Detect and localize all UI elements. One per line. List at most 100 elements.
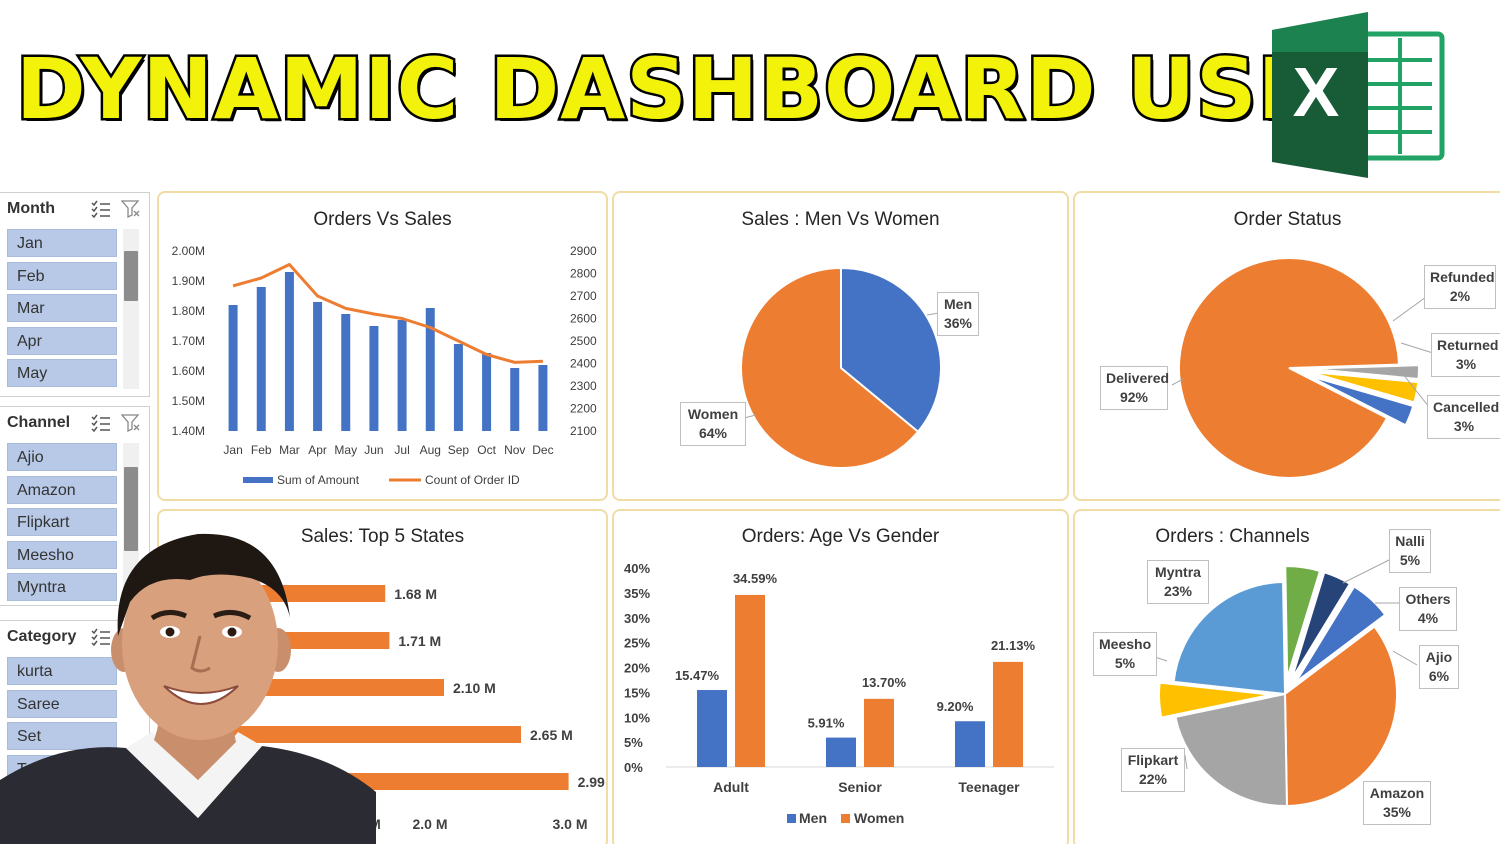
- leader-line-women: [743, 414, 757, 419]
- leader-line-flipkart: [1184, 754, 1188, 770]
- y-left-tick-label: 2.00M: [172, 244, 205, 258]
- multi-select-icon[interactable]: [89, 197, 113, 221]
- bar-men-senior: [826, 737, 856, 767]
- bar-data-label-5: 2.99 M: [578, 774, 606, 790]
- y-left-tick-label: 1.60M: [172, 364, 205, 378]
- slicer-item-mar[interactable]: Mar: [7, 294, 117, 322]
- pie-label-amazon-name: Amazon: [1369, 785, 1425, 801]
- pie-label-amazon-pct: 35%: [1382, 804, 1412, 820]
- age-vs-gender-chart: 0% 5% 10% 15% 20% 25% 30% 35% 40% 15.47% 34.59% Adu…: [624, 561, 1054, 826]
- men-vs-women-panel: Sales : Men Vs Women Men 36% Women 64%: [612, 191, 1069, 501]
- legend-swatch-sum-of-amount: [243, 477, 273, 483]
- x-tick-label: Apr: [308, 443, 327, 457]
- channel-slicer-scrollbar[interactable]: [123, 443, 139, 603]
- clear-filter-icon[interactable]: [119, 197, 143, 221]
- data-label-women-adult: 34.59%: [733, 571, 778, 586]
- pie-label-men-name: Men: [944, 296, 972, 312]
- slicer-item-may[interactable]: May: [7, 359, 117, 387]
- y-right-tick-label: 2500: [570, 334, 597, 348]
- pie-label-nalli-name: Nalli: [1395, 533, 1425, 549]
- y-right-tick-label: 2400: [570, 357, 597, 371]
- pie-label-nalli: Nalli 5%: [1389, 529, 1431, 573]
- y-right-tick-label: 2800: [570, 267, 597, 281]
- leader-line-refunded: [1392, 296, 1427, 322]
- bar-data-label-2: 1.71 M: [398, 633, 441, 649]
- slicer-item-apr[interactable]: Apr: [7, 326, 117, 355]
- bar-sum-of-amount-sep: [453, 344, 463, 431]
- clear-filter-icon[interactable]: [119, 411, 143, 435]
- pie-label-nalli-pct: 5%: [1399, 552, 1421, 568]
- pie-label-refunded: Refunded 2%: [1424, 265, 1496, 309]
- x-tick-label: May: [334, 443, 357, 457]
- pie-label-delivered-name: Delivered: [1106, 370, 1170, 386]
- presenter-eyebrow-right: [212, 610, 252, 621]
- channels-title: Orders : Channels: [1155, 526, 1310, 547]
- legend-label-count-of-order-id: Count of Order ID: [425, 473, 520, 487]
- slicer-item-kurta[interactable]: kurta: [7, 657, 117, 685]
- slicer-item-amazon[interactable]: Amazon: [7, 475, 117, 504]
- x-tick-label: Nov: [504, 443, 525, 457]
- order-status-title: Order Status: [1233, 209, 1342, 230]
- channel-slicer-scroll-thumb[interactable]: [124, 467, 138, 551]
- presenter-face: [122, 548, 278, 740]
- pie-label-cancelled-pct: 3%: [1453, 418, 1475, 434]
- x-tick-label: 2.0 M: [412, 816, 447, 832]
- pie-slice-refunded: [1308, 364, 1420, 381]
- data-label-men-adult: 15.47%: [675, 668, 720, 683]
- slicer-item-feb[interactable]: Feb: [7, 261, 117, 290]
- order-status-chart: [1171, 257, 1434, 479]
- pie-label-men-pct: 36%: [943, 315, 973, 331]
- pie-slice-amazon: [1283, 625, 1398, 808]
- x-tick-label: Adult: [713, 779, 749, 795]
- slicer-item-meesho[interactable]: Meesho: [7, 540, 117, 569]
- y-right-tick-label: 2200: [570, 402, 597, 416]
- x-tick-label: Mar: [279, 443, 300, 457]
- orders-vs-sales-title: Orders Vs Sales: [313, 209, 452, 230]
- pie-label-delivered: Delivered 92%: [1100, 366, 1170, 410]
- multi-select-icon[interactable]: [89, 411, 113, 435]
- pie-label-returned: Returned 3%: [1431, 333, 1500, 377]
- month-slicer-scroll-thumb[interactable]: [124, 251, 138, 301]
- leader-line-delivered: [1171, 378, 1184, 386]
- slicer-item-jan[interactable]: Jan: [7, 229, 117, 257]
- presenter-shirt: [126, 732, 262, 818]
- month-slicer: Month Jan Feb Mar Apr May: [0, 192, 150, 397]
- x-tick-label: Sep: [448, 443, 470, 457]
- legend-label-women: Women: [854, 810, 904, 826]
- bar-sum-of-amount-jul: [397, 320, 407, 431]
- presenter-photo: [0, 533, 376, 844]
- multi-select-icon[interactable]: [89, 625, 113, 649]
- dashboard-title: DYNAMIC DASHBOARD USING: [14, 40, 1433, 138]
- y-tick-label: 10%: [624, 710, 650, 725]
- y-tick-label: 15%: [624, 685, 650, 700]
- slicer-item-ajio[interactable]: Ajio: [7, 443, 117, 471]
- x-tick-label: 3.0 M: [552, 816, 587, 832]
- pie-label-returned-pct: 3%: [1455, 356, 1477, 372]
- bar-data-label-1: 1.68 M: [394, 586, 437, 602]
- bar-sum-of-amount-apr: [313, 302, 323, 431]
- channels-panel: Orders : Channels Nalli 5% Myntra 23% Ot…: [1073, 509, 1500, 844]
- leader-line-cancelled: [1398, 368, 1430, 408]
- slicer-item-myntra[interactable]: Myntra: [7, 573, 117, 601]
- slicer-item-saree[interactable]: Saree: [7, 689, 117, 718]
- legend-label-sum-of-amount: Sum of Amount: [277, 473, 360, 487]
- pie-label-delivered-pct: 92%: [1119, 389, 1149, 405]
- pie-label-others-name: Others: [1405, 591, 1451, 607]
- y-tick-label: 20%: [624, 661, 650, 676]
- excel-logo-letter: X: [1293, 53, 1340, 131]
- month-slicer-scrollbar[interactable]: [123, 229, 139, 389]
- pie-label-meesho-pct: 5%: [1114, 655, 1136, 671]
- pie-label-amazon: Amazon 35%: [1363, 781, 1431, 825]
- pie-label-cancelled: Cancelled 3%: [1427, 395, 1500, 439]
- top-states-title: Sales: Top 5 States: [300, 526, 465, 547]
- pie-label-ajio-pct: 6%: [1428, 668, 1450, 684]
- pie-label-flipkart-name: Flipkart: [1127, 752, 1179, 768]
- pie-label-meesho: Meesho 5%: [1093, 632, 1157, 676]
- pie-slice-myntra: [1172, 580, 1287, 696]
- category-slicer-title: Category: [7, 628, 77, 645]
- y-right-tick-label: 2600: [570, 312, 597, 326]
- slicer-item-set[interactable]: Set: [7, 722, 117, 750]
- pie-label-men: Men 36%: [937, 292, 979, 336]
- presenter-nose: [190, 635, 211, 673]
- slicer-item-flipkart[interactable]: Flipkart: [7, 508, 117, 536]
